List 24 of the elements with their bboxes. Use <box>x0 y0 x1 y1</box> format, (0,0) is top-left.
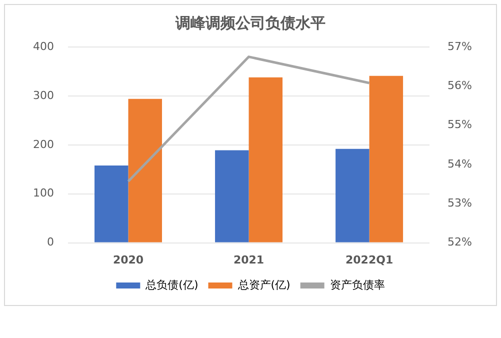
x-tick-label: 2021 <box>233 253 264 266</box>
bar <box>369 76 404 242</box>
y-tick-label: 300 <box>32 88 54 102</box>
y2-tick-label: 52% <box>448 236 472 249</box>
chart-title: 调峰调频公司负债水平 <box>174 14 326 32</box>
x-tick-label: 2020 <box>112 253 144 266</box>
legend-label: 资产负债率 <box>330 278 385 292</box>
y-tick-label: 0 <box>46 236 54 249</box>
legend-label: 总负债(亿) <box>144 278 198 292</box>
x-tick-label: 2022Q1 <box>345 253 394 266</box>
y2-tick-label: 54% <box>448 157 472 170</box>
bar <box>128 98 162 242</box>
y-tick-label: 400 <box>32 40 54 53</box>
bar <box>248 77 283 242</box>
y-tick-label: 200 <box>32 138 54 151</box>
y2-tick-label: 53% <box>448 196 472 210</box>
bar <box>336 148 370 242</box>
y-tick-label: 100 <box>32 186 54 200</box>
bar <box>94 165 128 242</box>
y2-tick-label: 55% <box>448 118 472 132</box>
y2-tick-label: 57% <box>448 40 472 53</box>
bar <box>215 150 249 242</box>
y2-tick-label: 56% <box>448 79 472 92</box>
legend-label: 总资产(亿) <box>236 278 290 292</box>
